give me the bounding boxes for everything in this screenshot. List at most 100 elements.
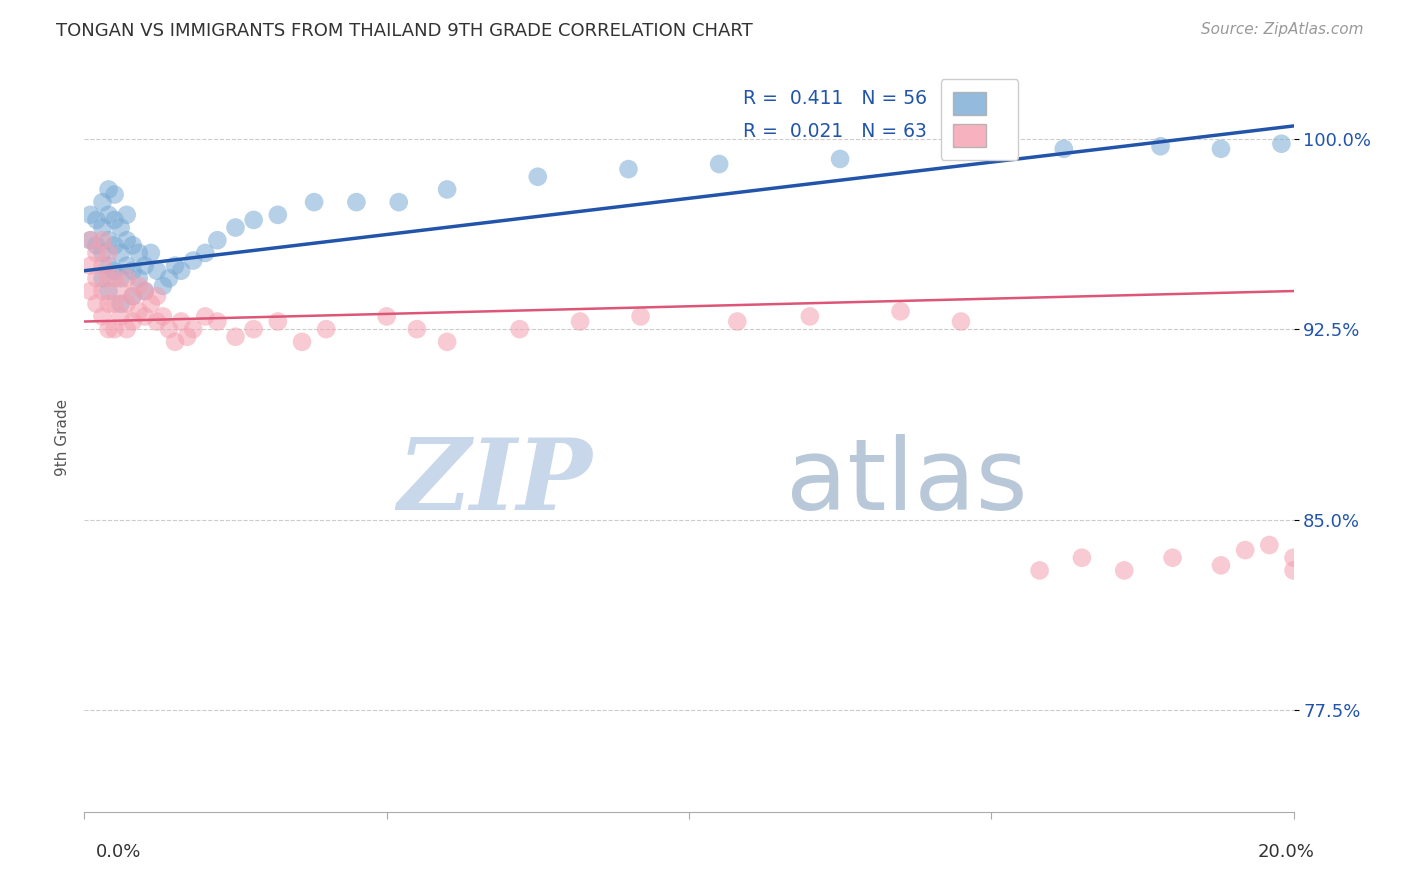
- Point: [97, 271, 120, 285]
- Point: [128, 279, 150, 293]
- Point: [104, 297, 127, 311]
- Point: [388, 195, 411, 210]
- Point: [97, 233, 120, 247]
- Point: [617, 162, 640, 177]
- Point: [181, 253, 204, 268]
- Point: [97, 322, 120, 336]
- Point: [1028, 563, 1050, 577]
- Point: [1209, 558, 1232, 573]
- Point: [375, 310, 398, 324]
- Point: [121, 263, 143, 277]
- Point: [97, 297, 120, 311]
- Point: [79, 208, 101, 222]
- Point: [91, 310, 114, 324]
- Point: [207, 233, 229, 247]
- Point: [79, 233, 101, 247]
- Point: [165, 259, 187, 273]
- Point: [527, 169, 550, 184]
- Point: [436, 334, 458, 349]
- Text: 20.0%: 20.0%: [1258, 843, 1315, 861]
- Point: [346, 195, 368, 210]
- Point: [104, 263, 127, 277]
- Point: [91, 220, 114, 235]
- Point: [709, 157, 731, 171]
- Point: [128, 246, 150, 260]
- Point: [830, 152, 852, 166]
- Point: [157, 322, 180, 336]
- Legend:  ,  : ,: [941, 79, 1018, 160]
- Text: TONGAN VS IMMIGRANTS FROM THAILAND 9TH GRADE CORRELATION CHART: TONGAN VS IMMIGRANTS FROM THAILAND 9TH G…: [56, 22, 754, 40]
- Point: [181, 322, 204, 336]
- Point: [225, 220, 247, 235]
- Point: [1209, 142, 1232, 156]
- Point: [509, 322, 531, 336]
- Point: [91, 271, 114, 285]
- Point: [110, 271, 132, 285]
- Point: [1282, 550, 1305, 565]
- Point: [91, 284, 114, 298]
- Point: [134, 310, 156, 324]
- Point: [91, 233, 114, 247]
- Point: [967, 145, 990, 159]
- Point: [406, 322, 429, 336]
- Point: [115, 259, 138, 273]
- Point: [1149, 139, 1171, 153]
- Point: [315, 322, 337, 336]
- Point: [104, 187, 127, 202]
- Point: [152, 310, 174, 324]
- Text: R =  0.021   N = 63: R = 0.021 N = 63: [744, 122, 927, 142]
- Point: [97, 182, 120, 196]
- Point: [79, 284, 101, 298]
- Point: [267, 314, 290, 328]
- Point: [207, 314, 229, 328]
- Point: [110, 284, 132, 298]
- Point: [79, 259, 101, 273]
- Point: [97, 259, 120, 273]
- Point: [799, 310, 821, 324]
- Point: [115, 271, 138, 285]
- Point: [91, 246, 114, 260]
- Point: [267, 208, 290, 222]
- Text: atlas: atlas: [786, 434, 1028, 531]
- Point: [134, 284, 156, 298]
- Point: [1270, 136, 1292, 151]
- Point: [128, 271, 150, 285]
- Point: [890, 304, 912, 318]
- Text: 0.0%: 0.0%: [96, 843, 141, 861]
- Point: [1114, 563, 1136, 577]
- Point: [79, 233, 101, 247]
- Point: [1234, 543, 1257, 558]
- Point: [86, 297, 108, 311]
- Point: [630, 310, 652, 324]
- Point: [152, 279, 174, 293]
- Point: [86, 213, 108, 227]
- Point: [104, 213, 127, 227]
- Point: [146, 263, 169, 277]
- Point: [291, 334, 314, 349]
- Point: [110, 310, 132, 324]
- Text: Source: ZipAtlas.com: Source: ZipAtlas.com: [1201, 22, 1364, 37]
- Point: [146, 289, 169, 303]
- Point: [242, 213, 264, 227]
- Point: [121, 289, 143, 303]
- Point: [128, 304, 150, 318]
- Point: [146, 314, 169, 328]
- Point: [1071, 550, 1094, 565]
- Point: [97, 284, 120, 298]
- Point: [97, 208, 120, 222]
- Point: [157, 271, 180, 285]
- Point: [170, 263, 193, 277]
- Text: R =  0.411   N = 56: R = 0.411 N = 56: [744, 88, 928, 108]
- Point: [115, 233, 138, 247]
- Point: [115, 322, 138, 336]
- Point: [1282, 563, 1305, 577]
- Point: [194, 246, 217, 260]
- Point: [176, 330, 198, 344]
- Point: [225, 330, 247, 344]
- Point: [110, 246, 132, 260]
- Point: [86, 271, 108, 285]
- Point: [91, 195, 114, 210]
- Point: [86, 238, 108, 252]
- Point: [104, 238, 127, 252]
- Y-axis label: 9th Grade: 9th Grade: [55, 399, 70, 475]
